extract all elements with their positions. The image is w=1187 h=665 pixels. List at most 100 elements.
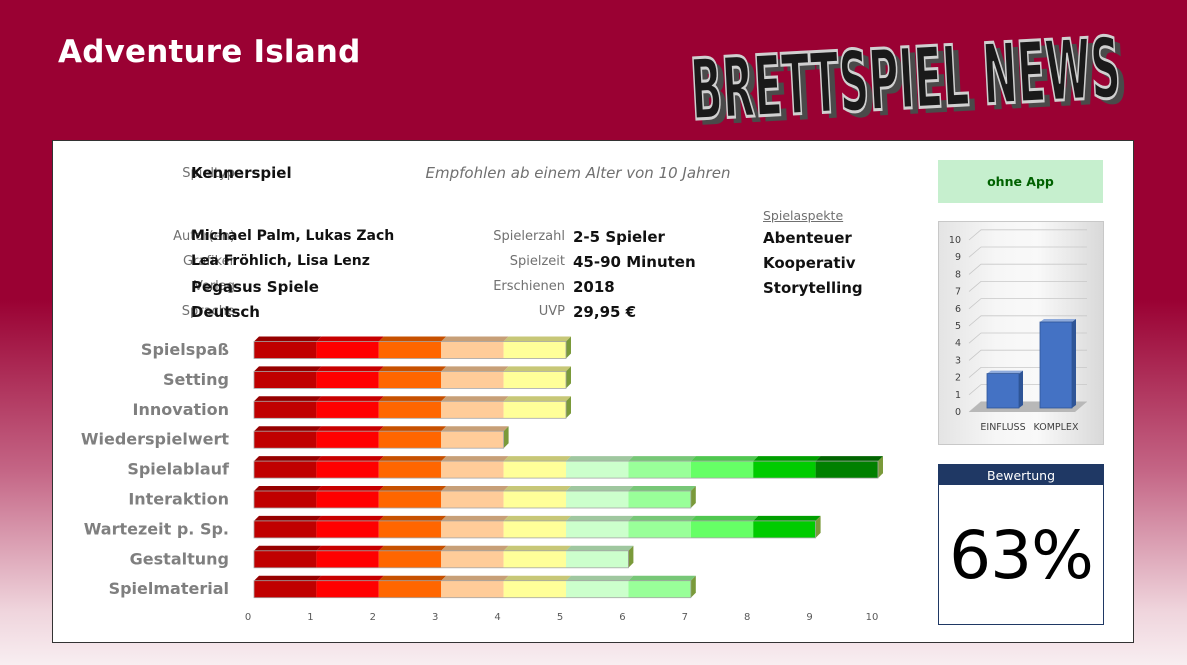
category-label: Spielmaterial	[109, 579, 229, 598]
verlag-value: Pegasus Spiele	[191, 278, 319, 296]
bar-segment	[441, 491, 504, 508]
bar-segment-top	[503, 336, 571, 342]
y-tick-label: 10	[949, 235, 961, 246]
bar-segment-top	[316, 426, 384, 432]
bar-segment-top	[378, 396, 447, 402]
bar-outline	[253, 520, 816, 539]
y-tick-label: 7	[955, 287, 961, 298]
spieltyp-label: Spieltyp	[182, 166, 235, 181]
bar-segment-top	[441, 336, 509, 342]
bar-segment	[378, 580, 442, 598]
bar-outline	[253, 580, 692, 599]
grafiker-label: Grafiker	[183, 254, 235, 269]
info-panel: Spieltyp Kennerspiel Empfohlen ab einem …	[52, 140, 1134, 643]
bar-end-face	[566, 396, 571, 419]
bar-segment-top	[254, 396, 322, 402]
bar-segment	[753, 520, 816, 538]
bar-segment-top	[503, 456, 571, 462]
y-tick-label: 8	[955, 269, 961, 280]
bar-segment-top	[378, 545, 447, 551]
bar-segment	[753, 461, 816, 479]
bar-segment	[628, 520, 691, 538]
category-label: Spielspaß	[141, 340, 229, 359]
bar-end-face	[628, 545, 634, 568]
bar-segment	[378, 431, 442, 449]
complexity-chart: 0 1 2 3 4 5 6 7 8 9 10 EINFLUSS KOMPLEX	[938, 221, 1104, 445]
bar-segment	[254, 401, 317, 419]
column-category-label: EINFLUSS	[980, 422, 1025, 433]
grafiker-value: Lea Fröhlich, Lisa Lenz	[191, 253, 370, 269]
bar-outline	[253, 490, 692, 509]
svg-text:BRETTSPIEL NEWS: BRETTSPIEL NEWS	[688, 19, 1123, 132]
bar-segment	[690, 461, 754, 479]
bar-segment	[316, 461, 379, 479]
bar-segment	[316, 401, 379, 419]
bar-segment	[254, 341, 317, 359]
bar-segment-top	[378, 515, 447, 521]
bar-segment-top	[316, 456, 384, 462]
bar-segment	[503, 341, 566, 359]
bar-segment	[503, 401, 566, 419]
bar-segment-top	[441, 515, 509, 521]
rating-box: Bewertung 63%	[938, 464, 1104, 625]
bar-segment	[378, 491, 442, 508]
erschienen-value: 2018	[573, 278, 615, 296]
bar-segment-top	[378, 336, 447, 342]
category-label: Spielablauf	[127, 460, 230, 479]
bar-segment	[441, 550, 504, 568]
bar-segment-top	[503, 486, 571, 491]
bar-segment-top	[566, 486, 634, 491]
bar-outline	[253, 370, 567, 389]
bar-segment	[628, 461, 691, 479]
column-top	[987, 370, 1023, 374]
category-label: Setting	[163, 370, 229, 389]
bar-end-face	[566, 366, 571, 389]
bar-segment-top	[316, 545, 384, 551]
bar-segment	[566, 520, 629, 538]
category-label: Gestaltung	[130, 549, 229, 568]
category-label: Innovation	[133, 400, 229, 419]
y-tick-label: 9	[955, 252, 961, 263]
x-tick-label: 3	[432, 612, 438, 623]
bar-segment	[503, 550, 566, 568]
bar-segment	[316, 550, 379, 568]
spielzeit-label: Spielzeit	[509, 254, 565, 269]
bar-segment-top	[254, 486, 322, 491]
x-tick-label: 2	[370, 612, 376, 623]
bar-segment	[316, 371, 379, 389]
bar-segment	[503, 461, 566, 479]
bar-outline	[253, 460, 879, 479]
bar-segment-top	[503, 515, 571, 521]
bar-segment	[378, 520, 442, 538]
bar-segment	[254, 491, 317, 508]
bar-segment-top	[378, 366, 447, 372]
bar-segment-top	[566, 575, 634, 581]
bar-segment-top	[316, 396, 384, 402]
y-tick-label: 5	[955, 321, 961, 332]
x-tick-label: 5	[557, 612, 563, 623]
bar-segment-top	[441, 396, 509, 402]
bar-outline	[253, 341, 567, 359]
svg-text:BRETTSPIEL NEWS: BRETTSPIEL NEWS	[695, 25, 1130, 132]
bar-segment	[503, 371, 566, 389]
bar-segment	[441, 580, 504, 598]
bar-segment-top	[254, 366, 322, 372]
rating-bar-chart: Spielspaß Setting Innovation Wiederspielwer…	[81, 336, 883, 623]
bar-segment-top	[503, 545, 571, 551]
bar-end-face	[566, 336, 571, 359]
bar-segment	[566, 580, 629, 598]
y-tick-label: 4	[955, 338, 961, 349]
bar-segment-top	[441, 545, 509, 551]
bar-segment	[441, 341, 504, 359]
gridline	[968, 315, 1087, 327]
complexity-chart-svg: 0 1 2 3 4 5 6 7 8 9 10 EINFLUSS KOMPLEX	[949, 229, 1087, 433]
bar-segment-top	[566, 515, 634, 521]
bar-segment-top	[316, 515, 384, 521]
column-side	[1019, 370, 1023, 408]
autor-label: Autor(en)	[173, 229, 235, 244]
bar-segment	[441, 520, 504, 538]
spielzeit-value: 45-90 Minuten	[573, 253, 696, 271]
bar-end-face	[503, 426, 509, 449]
column-top	[1040, 319, 1076, 322]
bar-segment-top	[316, 486, 384, 491]
